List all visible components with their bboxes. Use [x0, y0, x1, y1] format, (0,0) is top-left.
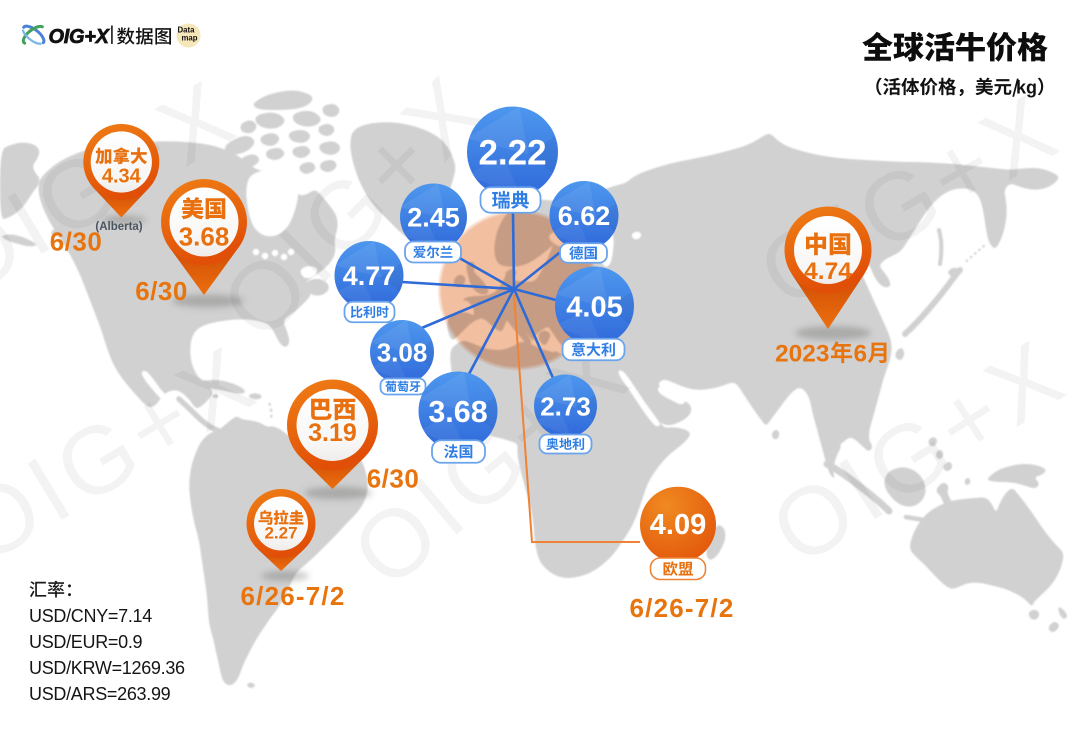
svg-text:3.68: 3.68 [428, 395, 487, 429]
svg-text:6/30: 6/30 [367, 464, 420, 494]
svg-text:USD/CNY=7.14: USD/CNY=7.14 [29, 606, 152, 626]
svg-text:3.08: 3.08 [377, 337, 428, 367]
svg-text:USD/KRW=1269.36: USD/KRW=1269.36 [29, 658, 185, 678]
svg-text:4.34: 4.34 [102, 166, 142, 188]
svg-text:4.77: 4.77 [343, 261, 396, 291]
svg-text:6/26-7/2: 6/26-7/2 [240, 581, 345, 611]
svg-text:USD/ARS=263.99: USD/ARS=263.99 [29, 684, 171, 704]
svg-text:3.68: 3.68 [179, 222, 230, 252]
svg-text:Data: Data [178, 26, 196, 35]
svg-text:USD/EUR=0.9: USD/EUR=0.9 [29, 632, 143, 652]
svg-text:4.05: 4.05 [566, 291, 622, 323]
svg-text:2.45: 2.45 [407, 203, 460, 233]
svg-text:4.74: 4.74 [804, 258, 852, 285]
svg-text:6: 6 [854, 341, 868, 368]
svg-text:map: map [182, 34, 198, 43]
svg-text:6/30: 6/30 [135, 276, 188, 306]
svg-text:kg: kg [1016, 78, 1037, 98]
svg-text:2.73: 2.73 [540, 391, 591, 421]
svg-text:(Alberta): (Alberta) [95, 221, 142, 233]
svg-text:2.27: 2.27 [264, 524, 297, 543]
svg-text:6/26-7/2: 6/26-7/2 [629, 593, 734, 623]
svg-text:4.09: 4.09 [650, 509, 706, 541]
svg-text:6/30: 6/30 [50, 227, 103, 257]
svg-text:2023: 2023 [775, 341, 830, 368]
svg-text:3.19: 3.19 [308, 419, 357, 447]
svg-text:OIG+X: OIG+X [49, 26, 111, 48]
svg-text:6.62: 6.62 [558, 201, 611, 231]
svg-text:2.22: 2.22 [478, 134, 546, 173]
